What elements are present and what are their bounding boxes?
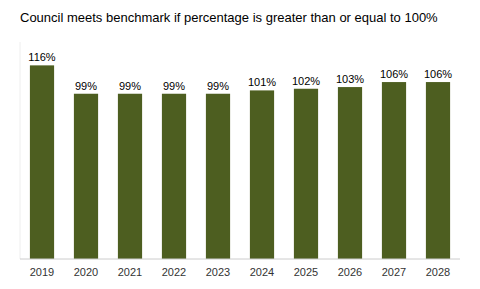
data-label: 99%	[75, 80, 97, 92]
bar	[294, 89, 318, 259]
x-tick-label: 2026	[338, 266, 362, 278]
x-tick-label: 2020	[74, 266, 98, 278]
chart-svg: 116% 99% 99% 99% 99% 101% 102% 103% 106% 106% 2019…	[0, 0, 480, 289]
y-range-line	[20, 42, 21, 259]
x-tick-label: 2024	[250, 266, 274, 278]
data-label: 99%	[163, 80, 185, 92]
data-label: 106%	[380, 68, 408, 80]
x-tick-label: 2028	[426, 266, 450, 278]
bar	[30, 65, 54, 259]
data-label: 103%	[336, 73, 364, 85]
bar	[338, 87, 362, 259]
data-labels: 116% 99% 99% 99% 99% 101% 102% 103% 106% 106%	[28, 51, 452, 91]
bar	[118, 94, 142, 259]
x-axis	[20, 259, 460, 260]
x-tick-label: 2023	[206, 266, 230, 278]
x-tick-labels: 2019 2020 2021 2022 2023 2024 2025 2026 2027 2028	[30, 266, 450, 278]
x-tick-label: 2021	[118, 266, 142, 278]
data-label: 106%	[424, 68, 452, 80]
x-tick-label: 2025	[294, 266, 318, 278]
chart-container: 116% 99% 99% 99% 99% 101% 102% 103% 106% 106% 2019…	[0, 0, 480, 289]
data-label: 99%	[207, 80, 229, 92]
title: Council meets benchmark if percentage is…	[20, 10, 438, 25]
bar	[206, 94, 230, 259]
data-label: 99%	[119, 80, 141, 92]
bar	[162, 94, 186, 259]
data-label: 116%	[28, 51, 56, 63]
bars	[30, 65, 450, 259]
bar	[74, 94, 98, 259]
x-tick-label: 2019	[30, 266, 54, 278]
data-label: 101%	[248, 76, 276, 88]
x-tick-label: 2027	[382, 266, 406, 278]
x-tick-label: 2022	[162, 266, 186, 278]
bar	[382, 82, 406, 259]
data-label: 102%	[292, 75, 320, 87]
bar	[250, 90, 274, 259]
bar	[426, 82, 450, 259]
